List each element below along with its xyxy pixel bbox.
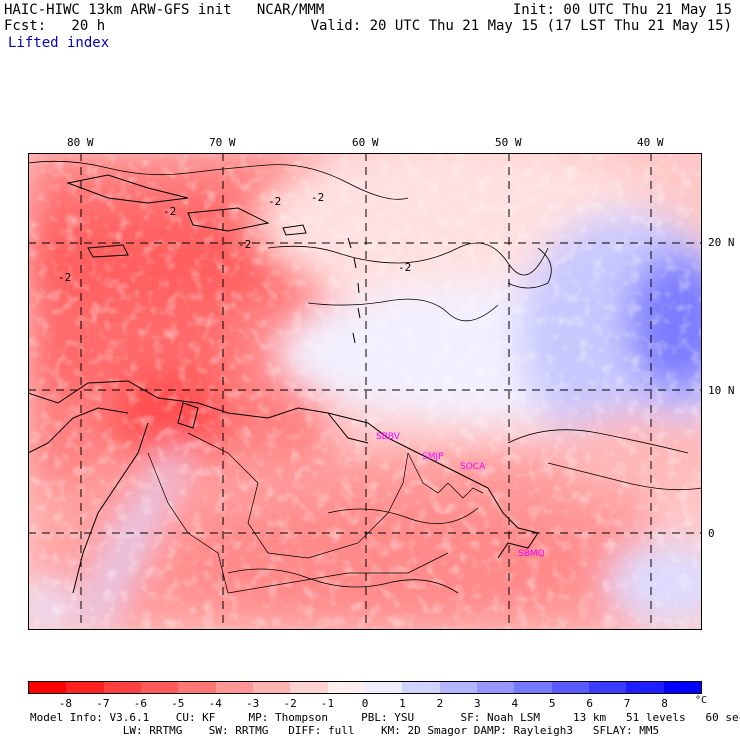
model-info-line1: Model Info: V3.6.1 CU: KF MP: Thompson P… [30, 711, 740, 724]
colorbar-tick-label: -1 [320, 697, 335, 710]
country-borders [147, 432, 484, 594]
lon-label-80w: 80 W [67, 136, 94, 149]
field-name: Lifted index [8, 35, 110, 51]
valid-time: Valid: 20 UTC Thu 21 May 15 (17 LST Thu … [310, 18, 732, 34]
colorbar-tick-label: 5 [548, 697, 556, 710]
map-frame [28, 153, 702, 630]
colorbar-swatch [663, 682, 701, 693]
lat-label-0: 0 [708, 527, 715, 540]
contour-label: -2 [238, 238, 251, 251]
colorbar-unit: °C [695, 695, 708, 706]
lat-lon-grid [28, 153, 702, 630]
map-canvas: -2 -2 -2 -2 -2 -2 SBBV SMJP SOCA SBMQ [28, 153, 702, 630]
contour-label: -2 [268, 195, 281, 208]
colorbar-tick-label: -7 [96, 697, 110, 710]
colorbar-tick-label: 3 [474, 697, 481, 710]
colorbar-swatch [402, 682, 440, 693]
colorbar-tick-label: 8 [661, 697, 668, 710]
colorbar-tick-label: -8 [58, 697, 73, 710]
station-sbmq: SBMQ [518, 549, 545, 559]
lat-label-10n: 10 N [708, 384, 735, 397]
colorbar-swatch [327, 682, 365, 693]
contour-label: -2 [163, 205, 176, 218]
contour-label: -2 [398, 261, 411, 274]
colorbar-swatch [364, 682, 403, 693]
colorbar-swatch [551, 682, 589, 693]
contour-lines [28, 160, 702, 594]
colorbar-swatch [514, 682, 552, 693]
colorbar-swatch [103, 682, 141, 693]
run-title: HAIC-HIWC 13km ARW-GFS init NCAR/MMM [4, 2, 325, 18]
lifted-index-map: -2 -2 -2 -2 -2 -2 SBBV SMJP SOCA SBMQ [28, 153, 702, 630]
contour-label: -2 [58, 271, 71, 284]
station-smjp: SMJP [422, 452, 444, 462]
model-info-line2: LW: RRTMG SW: RRTMG DIFF: full KM: 2D Sm… [30, 724, 660, 737]
colorbar-tick-label: 6 [586, 697, 593, 710]
lat-label-20n: 20 N [708, 236, 735, 249]
colorbar-swatch [626, 682, 664, 693]
colorbar-swatch [588, 682, 627, 693]
colorbar-tick-label: 0 [361, 697, 369, 710]
colorbar-swatch [252, 682, 291, 693]
colorbar-tick-label: 7 [623, 697, 631, 710]
station-sbbv: SBBV [376, 432, 401, 442]
colorbar-swatch [215, 682, 253, 693]
colorbar-tick-label: -2 [283, 697, 297, 710]
colorbar-tick-label: -3 [246, 697, 260, 710]
init-time: Init: 00 UTC Thu 21 May 15 [512, 2, 732, 18]
contour-labels: -2 -2 -2 -2 -2 -2 [58, 191, 411, 284]
colorbar-swatch [66, 682, 104, 693]
colorbar-tick-label: -6 [133, 697, 147, 710]
lon-label-40w: 40 W [637, 136, 664, 149]
colorbar-swatch [178, 682, 216, 693]
colorbar-tick-label: 4 [511, 697, 519, 710]
colorbar-tick-label: -5 [171, 697, 185, 710]
colorbar-swatch [290, 682, 328, 693]
forecast-hour: Fcst: 20 h [4, 18, 106, 34]
colorbar [28, 681, 702, 694]
lon-label-50w: 50 W [495, 136, 522, 149]
colorbar-swatch [140, 682, 179, 693]
station-markers: SBBV SMJP SOCA SBMQ [376, 432, 545, 559]
colorbar-tick-label: -4 [208, 697, 222, 710]
colorbar-swatch [439, 682, 477, 693]
colorbar-tick-label: 1 [399, 697, 406, 710]
colorbar-tick-label: 2 [436, 697, 444, 710]
colorbar-swatch [476, 682, 515, 693]
colorbar-swatch [29, 682, 67, 693]
lon-label-60w: 60 W [352, 136, 379, 149]
lon-label-70w: 70 W [209, 136, 236, 149]
station-soca: SOCA [460, 462, 486, 472]
contour-label: -2 [311, 191, 324, 204]
